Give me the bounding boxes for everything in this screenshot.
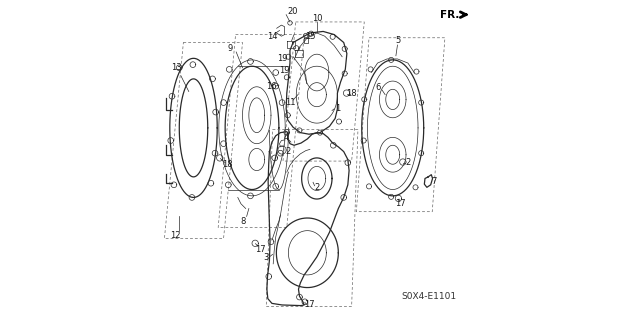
Text: 5: 5: [396, 36, 401, 45]
Text: 13: 13: [171, 63, 181, 72]
Text: 19: 19: [277, 54, 288, 63]
Text: 17: 17: [396, 199, 406, 208]
Text: 17: 17: [255, 245, 265, 254]
Text: 10: 10: [312, 14, 323, 23]
Text: 2: 2: [285, 147, 291, 156]
Text: 16: 16: [266, 82, 276, 91]
Text: 6: 6: [376, 83, 381, 92]
Text: 18: 18: [222, 160, 233, 169]
Text: 2: 2: [405, 158, 410, 167]
Text: 4: 4: [284, 133, 289, 143]
Text: 14: 14: [267, 32, 277, 41]
Text: 11: 11: [285, 98, 295, 107]
Text: 12: 12: [170, 231, 180, 240]
Text: 15: 15: [305, 32, 315, 41]
Text: 7: 7: [432, 177, 437, 186]
Text: 2: 2: [314, 183, 319, 192]
Text: 3: 3: [264, 253, 269, 262]
Text: 17: 17: [305, 300, 315, 309]
Text: 18: 18: [346, 89, 357, 98]
Text: 8: 8: [241, 217, 246, 226]
Text: 19: 19: [278, 66, 289, 76]
Text: 20: 20: [288, 7, 298, 16]
Text: 1: 1: [335, 104, 340, 113]
Text: S0X4-E1101: S0X4-E1101: [401, 292, 457, 300]
Text: 9: 9: [227, 44, 232, 53]
Text: FR.: FR.: [440, 10, 459, 20]
